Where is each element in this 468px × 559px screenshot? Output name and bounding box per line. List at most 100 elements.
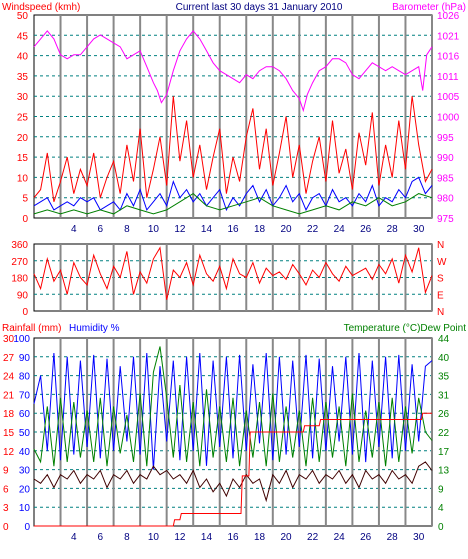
x-tick-label: 6 (98, 224, 104, 235)
temperature-tick-label: 4 (438, 503, 444, 514)
barometer-tick-label: 1011 (437, 72, 459, 83)
rainfall-tick-label: 30 (3, 334, 15, 345)
x-tick-label: 6 (98, 532, 104, 543)
windspeed-tick-label: 20 (17, 133, 29, 144)
direction-degrees-tick-label: 180 (11, 274, 28, 285)
x-tick-label: 4 (71, 532, 77, 543)
humidity-tick-label: 10 (19, 503, 31, 514)
x-tick-label: 20 (281, 224, 293, 235)
rainfall-tick-label: 18 (3, 409, 15, 420)
x-tick-label: 26 (360, 532, 372, 543)
humidity-tick-label: 100 (13, 334, 30, 345)
humidity-tick-label: 40 (19, 447, 31, 458)
humidity-axis-label: Humidity % (69, 323, 120, 334)
humidity-tick-label: 70 (19, 390, 31, 401)
barometer-tick-label: 995 (437, 133, 454, 144)
windspeed-tick-label: 0 (22, 214, 28, 225)
series-wind-direction (33, 246, 433, 300)
barometer-tick-label: 990 (437, 153, 454, 164)
x-tick-label: 4 (71, 224, 77, 235)
compass-tick-label: E (437, 290, 444, 301)
x-tick-label: 14 (201, 224, 213, 235)
temperature-tick-label: 35 (438, 372, 450, 383)
rainfall-tick-label: 9 (3, 466, 9, 477)
humidity-tick-label: 30 (19, 466, 31, 477)
barometer-tick-label: 985 (437, 173, 454, 184)
x-tick-label: 26 (360, 224, 372, 235)
direction-degrees-tick-label: 270 (11, 257, 28, 268)
temperature-tick-label: 40 (438, 353, 450, 364)
x-tick-label: 24 (334, 532, 346, 543)
x-tick-label: 28 (387, 532, 399, 543)
windspeed-tick-label: 45 (17, 31, 29, 42)
barometer-axis-label: Barometer (hPa) (392, 2, 466, 13)
barometer-tick-label: 980 (437, 194, 454, 205)
temperature-tick-label: 44 (438, 334, 450, 345)
temperature-tick-label: 9 (438, 484, 444, 495)
humidity-tick-label: 80 (19, 372, 31, 383)
barometer-tick-label: 1005 (437, 92, 460, 103)
rainfall-axis-label: Rainfall (mm) (2, 323, 61, 334)
rainfall-tick-label: 0 (3, 522, 9, 533)
x-tick-label: 14 (201, 532, 213, 543)
barometer-tick-label: 1000 (437, 113, 460, 124)
humidity-tick-label: 90 (19, 353, 31, 364)
x-tick-label: 18 (254, 224, 266, 235)
temperature-tick-label: 26 (438, 409, 450, 420)
compass-tick-label: W (437, 257, 447, 268)
windspeed-tick-label: 35 (17, 72, 29, 83)
x-tick-label: 22 (307, 224, 319, 235)
panel-wind-barometer: 0 5 10 15 20 25 30 35 40 45 50 975 980 985 990 995 1000 1… (17, 11, 460, 235)
barometer-tick-label: 1021 (437, 31, 460, 42)
x-tick-label: 10 (148, 224, 160, 235)
windspeed-tick-label: 30 (17, 92, 29, 103)
windspeed-tick-label: 10 (17, 173, 29, 184)
rainfall-tick-label: 3 (3, 503, 9, 514)
temperature-tick-label: 22 (438, 428, 450, 439)
x-tick-label: 28 (387, 224, 399, 235)
rainfall-tick-label: 15 (3, 428, 15, 439)
humidity-tick-label: 50 (19, 428, 31, 439)
series-temperature (33, 346, 433, 467)
direction-degrees-tick-label: 0 (22, 307, 28, 318)
humidity-tick-label: 0 (24, 522, 30, 533)
x-tick-label: 16 (227, 224, 239, 235)
barometer-tick-label: 1026 (437, 11, 460, 22)
x-tick-label: 18 (254, 532, 266, 543)
windspeed-tick-label: 5 (22, 194, 28, 205)
compass-tick-label: S (437, 274, 444, 285)
direction-degrees-tick-label: 360 (11, 240, 28, 251)
x-tick-label: 8 (124, 224, 130, 235)
panel-rain-humidity-temp: 0 3 6 9 12 15 18 21 24 27 30 0 10 20 30 40 50 60 70 80 90 100… (3, 334, 450, 543)
rainfall-tick-label: 27 (3, 353, 15, 364)
humidity-tick-label: 20 (19, 484, 31, 495)
x-tick-label: 12 (174, 224, 186, 235)
compass-tick-label: N (437, 307, 444, 318)
windspeed-tick-label: 40 (17, 52, 29, 63)
windspeed-tick-label: 25 (17, 113, 29, 124)
series-barometer (33, 30, 433, 113)
temperature-tick-label: 31 (438, 390, 450, 401)
chart-title: Current last 30 days 31 January 2010 (176, 2, 343, 13)
series-windspeed (33, 96, 433, 202)
barometer-tick-label: 975 (437, 214, 454, 225)
rainfall-tick-label: 6 (3, 484, 9, 495)
series-wind-dir-avg (33, 192, 433, 215)
x-tick-label: 12 (174, 532, 186, 543)
x-tick-label: 30 (413, 532, 425, 543)
windspeed-tick-label: 15 (17, 153, 29, 164)
series-rainfall (34, 412, 432, 527)
x-tick-label: 20 (281, 532, 293, 543)
temperature-tick-label: 17 (438, 447, 450, 458)
x-tick-label: 10 (148, 532, 160, 543)
humidity-tick-label: 60 (19, 409, 31, 420)
x-tick-label: 16 (227, 532, 239, 543)
series-dew-point (33, 461, 433, 503)
barometer-tick-label: 1016 (437, 52, 460, 63)
rainfall-tick-label: 21 (3, 390, 15, 401)
temperature-axis-label: Temperature (°C)Dew Point (344, 323, 467, 334)
series-humidity (33, 352, 433, 470)
x-tick-label: 24 (334, 224, 346, 235)
